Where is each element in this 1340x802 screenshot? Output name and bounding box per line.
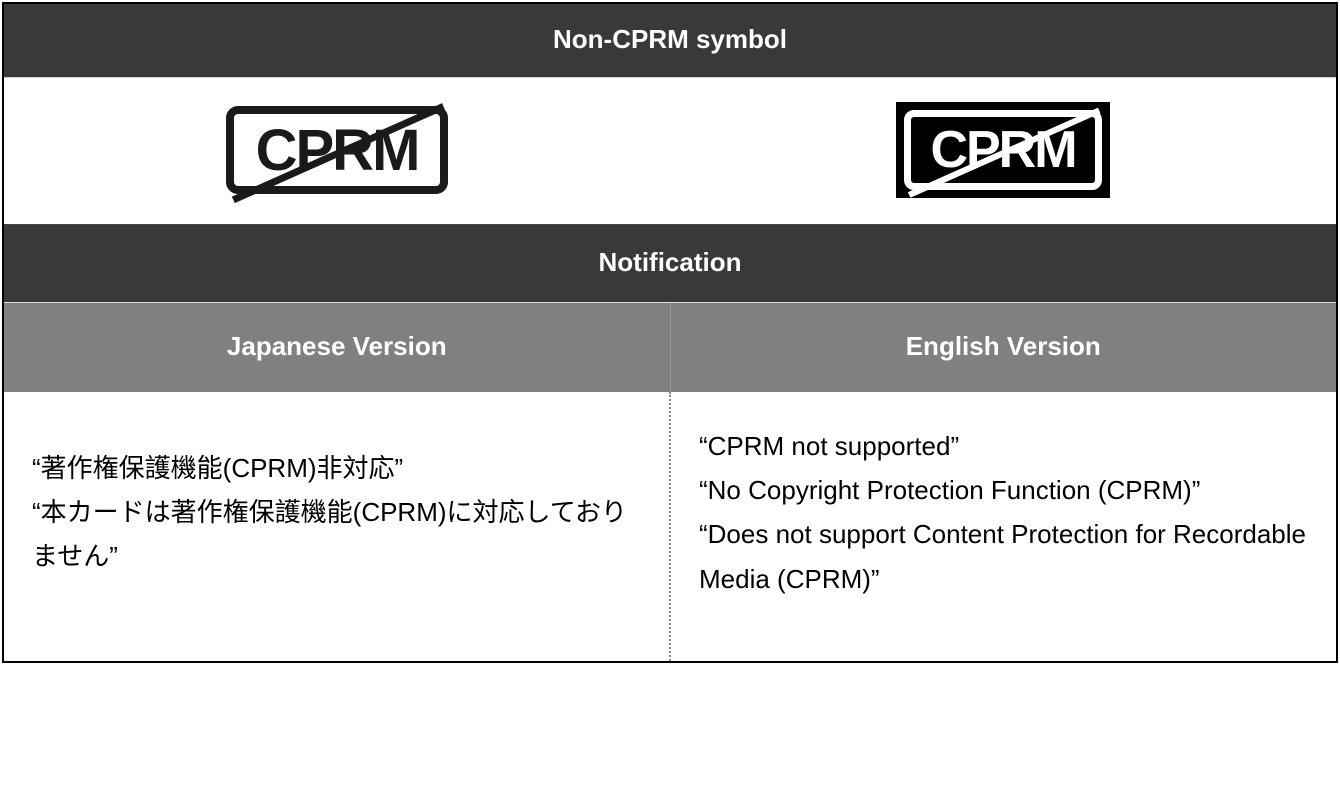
content-row: “著作権保護機能(CPRM)非対応”“本カードは著作権保護機能(CPRM)に対応… [4,392,1336,661]
symbol-cell-light: CPRM [4,78,670,224]
column-header-english: English Version [670,303,1337,392]
header-notification: Notification [4,224,1336,302]
notification-item: “著作権保護機能(CPRM)非対応” [32,446,641,490]
column-header-japanese: Japanese Version [4,303,670,392]
notification-item: “本カードは著作権保護機能(CPRM)に対応しておりません” [32,490,641,578]
header-row-symbol: Non-CPRM symbol [4,4,1336,77]
subheader-row: Japanese Version English Version [4,302,1336,392]
header-non-cprm-symbol: Non-CPRM symbol [4,4,1336,77]
cprm-icon-text: CPRM [256,117,419,184]
header-row-notification: Notification [4,224,1336,302]
non-cprm-icon-light: CPRM [226,106,448,194]
non-cprm-icon-dark: CPRM [904,110,1102,190]
notification-item: “Does not support Content Protection for… [699,512,1308,600]
english-notification-cell: “CPRM not supported”“No Copyright Protec… [669,392,1336,661]
symbol-cell-dark: CPRM [670,78,1336,224]
cprm-icon-text: CPRM [930,120,1075,180]
symbols-row: CPRM CPRM [4,77,1336,224]
notification-item: “CPRM not supported” [699,424,1308,468]
japanese-notification-cell: “著作権保護機能(CPRM)非対応”“本カードは著作権保護機能(CPRM)に対応… [4,392,669,661]
non-cprm-icon-dark-wrapper: CPRM [896,102,1110,198]
cprm-table: Non-CPRM symbol CPRM CPRM Noti [2,2,1338,663]
notification-item: “No Copyright Protection Function (CPRM)… [699,468,1308,512]
